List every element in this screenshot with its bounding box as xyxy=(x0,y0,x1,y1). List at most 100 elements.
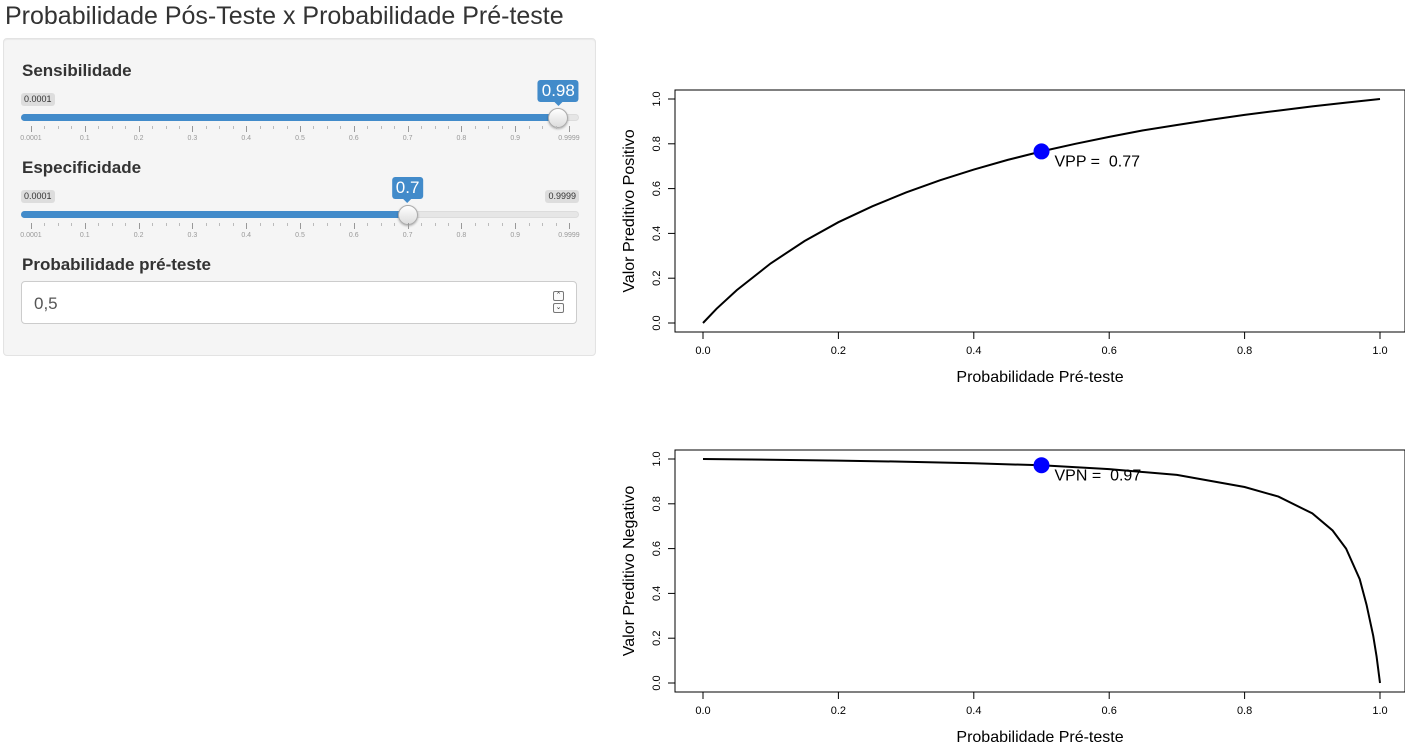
vpp-y-axis-label: Valor Preditivo Positivo xyxy=(621,129,638,292)
slider-grid-label: 0.9999 xyxy=(558,135,580,142)
slider-grid-label: 0.4 xyxy=(241,135,252,142)
vpn-x-tick-label: 0.4 xyxy=(966,705,981,717)
slider-grid-tick xyxy=(569,223,570,229)
slider-grid-tick xyxy=(300,126,301,132)
slider-grid-minor-tick xyxy=(380,223,382,226)
vpp-curve-line xyxy=(702,98,1381,324)
slider-grid-minor-tick xyxy=(501,223,503,226)
especificidade-label: Especificidade xyxy=(22,158,142,177)
slider-grid-minor-tick xyxy=(219,223,221,226)
spin-down-icon[interactable]: ⌄ xyxy=(553,303,564,313)
vpp-y-tick-label: 0.8 xyxy=(651,136,663,151)
vpp-point-marker xyxy=(1033,143,1050,160)
pre-teste-value[interactable]: 0,5 xyxy=(34,294,58,313)
slider-grid-minor-tick xyxy=(125,223,127,226)
slider-min-label: 0.0001 xyxy=(21,190,55,203)
slider-grid-minor-tick xyxy=(286,126,288,129)
slider-grid-tick xyxy=(246,223,248,229)
slider-grid-minor-tick xyxy=(488,223,490,226)
vpp-y-tick-label: 1.0 xyxy=(651,91,663,106)
vpn-x-tick-label: 0.6 xyxy=(1102,705,1117,717)
vpp-plot-frame xyxy=(674,89,1405,333)
slider-grid-minor-tick xyxy=(44,223,46,226)
slider-grid-minor-tick xyxy=(555,223,557,226)
vpp-x-tick-label: 1.0 xyxy=(1372,345,1387,357)
slider-grid-minor-tick xyxy=(434,126,436,129)
slider-grid-tick xyxy=(84,223,86,229)
vpn-y-tick-label: 0.4 xyxy=(651,586,663,601)
slider-grid-minor-tick xyxy=(528,223,530,226)
slider-grid-minor-tick xyxy=(98,223,100,226)
slider-grid-tick xyxy=(515,126,517,132)
slider-grid-tick xyxy=(407,126,409,132)
vpn-y-axis-label: Valor Preditivo Negativo xyxy=(621,486,638,657)
slider-grid-minor-tick xyxy=(340,223,342,226)
slider-grid-minor-tick xyxy=(474,223,476,226)
vpp-point-annotation: VPP = 0.77 xyxy=(1055,153,1141,170)
slider-grid-label: 0.6 xyxy=(348,232,359,239)
slider-grid-label: 0.5 xyxy=(295,232,305,239)
vpn-point-annotation: VPN = 0.97 xyxy=(1055,467,1142,484)
vpp-y-tick-label: 0.2 xyxy=(651,271,663,286)
slider-grid-minor-tick xyxy=(447,223,449,226)
slider-grid-minor-tick xyxy=(205,126,207,129)
slider-grid-minor-tick xyxy=(273,126,275,129)
slider-grid-tick xyxy=(192,126,194,132)
slider-grid-label: 0.8 xyxy=(456,135,467,142)
vpn-y-tick-label: 0.2 xyxy=(651,631,663,646)
slider-grid-label: 0.6 xyxy=(348,135,359,142)
slider-grid-label: 0.3 xyxy=(187,232,198,239)
slider-grid-tick xyxy=(461,126,463,132)
slider-grid-minor-tick xyxy=(98,126,100,129)
slider-grid-label: 0.9 xyxy=(510,135,521,142)
slider-handle[interactable] xyxy=(397,205,418,225)
slider-grid-minor-tick xyxy=(259,223,261,226)
vpn-x-tick-label: 1.0 xyxy=(1372,705,1387,717)
vpp-y-tick-label: 0.6 xyxy=(651,181,663,196)
vpn-curve-line xyxy=(702,458,1381,684)
vpn-y-tick-label: 0.8 xyxy=(651,496,663,511)
vpp-x-tick-label: 0.6 xyxy=(1102,345,1117,357)
slider-grid-minor-tick xyxy=(152,223,154,226)
sidebar-panel: Sensibilidade 0.0001 0.98 0.0001 0.1 0.2 0.… xyxy=(3,38,596,356)
slider-grid-minor-tick xyxy=(394,223,396,226)
vpn-plot-frame xyxy=(674,449,1405,693)
slider-grid-minor-tick xyxy=(313,126,315,129)
vpn-y-tick-label: 0.0 xyxy=(651,675,663,690)
slider-grid: 0.0001 0.1 0.2 0.3 0.4 0.5 0.6 0.7 0.8 0.9 0.9999 xyxy=(20,223,580,243)
number-spinner[interactable]: ⌃ ⌄ xyxy=(553,291,564,313)
slider-grid-minor-tick xyxy=(152,126,154,129)
vpn-x-tick-label: 0.0 xyxy=(695,705,710,717)
slider-value-label: 0.98 xyxy=(537,80,579,106)
slider-grid-tick xyxy=(300,223,301,229)
slider-grid-label: 0.0001 xyxy=(20,232,42,239)
slider-grid-minor-tick xyxy=(555,126,557,129)
slider-max-label: 0.9999 xyxy=(545,190,579,203)
slider-grid-minor-tick xyxy=(57,126,59,129)
pre-teste-input[interactable]: 0,5 ⌃ ⌄ xyxy=(21,281,577,324)
slider-grid-tick xyxy=(84,126,86,132)
slider-grid-minor-tick xyxy=(313,223,315,226)
pre-teste-label: Probabilidade pré-teste xyxy=(22,255,211,274)
especificidade-slider[interactable]: 0.0001 0.9999 0.7 0.0001 0.1 0.2 0.3 0.4 0.5 0… xyxy=(20,177,580,270)
spin-up-icon[interactable]: ⌃ xyxy=(553,291,564,301)
slider-grid-minor-tick xyxy=(165,126,167,129)
slider-grid-label: 0.5 xyxy=(295,135,305,142)
slider-fill xyxy=(21,114,559,121)
slider-grid-label: 0.0001 xyxy=(20,135,42,142)
slider-grid-minor-tick xyxy=(474,126,476,129)
slider-grid-label: 0.9 xyxy=(510,232,521,239)
slider-grid-tick xyxy=(569,126,570,132)
slider-grid-minor-tick xyxy=(111,126,113,129)
slider-grid-minor-tick xyxy=(380,126,382,129)
slider-grid-minor-tick xyxy=(367,223,369,226)
slider-grid-minor-tick xyxy=(178,126,180,129)
vpp-x-tick-label: 0.8 xyxy=(1237,345,1252,357)
slider-grid-tick xyxy=(138,126,140,132)
slider-grid-minor-tick xyxy=(259,126,261,129)
slider-grid-minor-tick xyxy=(367,126,369,129)
sensibilidade-slider[interactable]: 0.0001 0.98 0.0001 0.1 0.2 0.3 0.4 0.5 0.6 0.7 0… xyxy=(20,80,580,173)
vpn-y-tick-label: 0.6 xyxy=(651,541,663,556)
slider-grid-minor-tick xyxy=(71,223,73,226)
slider-handle[interactable] xyxy=(548,108,569,128)
